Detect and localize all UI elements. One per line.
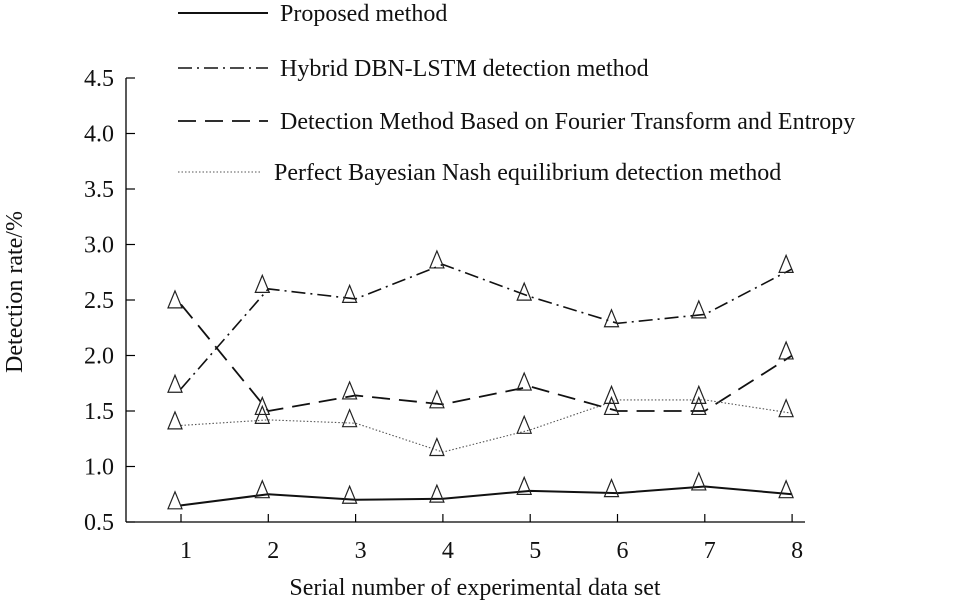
x-tick-label: 3 <box>355 538 367 564</box>
y-tick-label: 4.0 <box>84 122 114 148</box>
data-point-marker <box>254 395 271 416</box>
x-ticks: 1 2 3 4 5 6 7 8 <box>180 514 803 564</box>
legend-item: Detection Method Based on Fourier Transf… <box>178 109 855 135</box>
series-line <box>180 263 793 390</box>
data-point-marker <box>429 483 445 503</box>
data-point-marker <box>690 299 707 319</box>
series-3 <box>167 289 794 416</box>
legend-item: Hybrid DBN-LSTM detection method <box>178 56 649 82</box>
legend-item: Perfect Bayesian Nash equilibrium detect… <box>178 160 781 186</box>
data-point-marker <box>778 479 794 499</box>
legend-label: Perfect Bayesian Nash equilibrium detect… <box>274 160 781 186</box>
data-point-marker <box>341 283 358 303</box>
y-tick-label: 2.5 <box>84 288 114 314</box>
data-point-marker <box>690 395 707 416</box>
data-point-marker <box>254 273 271 293</box>
data-point-marker <box>603 395 620 416</box>
x-tick-label: 6 <box>617 538 629 564</box>
data-point-marker <box>778 398 794 418</box>
data-point-marker <box>516 414 533 434</box>
x-tick-label: 5 <box>529 538 541 564</box>
x-tick-label: 8 <box>791 538 803 564</box>
data-point-marker <box>778 340 794 360</box>
axes: 0.5 1.0 1.5 2.0 2.5 3.0 3.5 4.0 4.5 1 2 3 4 5 6 7 8 <box>84 66 805 564</box>
data-point-marker <box>778 253 794 273</box>
data-point-marker <box>603 478 620 498</box>
y-ticks: 0.5 1.0 1.5 2.0 2.5 3.0 3.5 4.0 4.5 <box>84 66 135 536</box>
data-point-marker <box>516 371 533 391</box>
data-point-marker <box>341 484 358 504</box>
data-point-marker <box>167 490 183 510</box>
x-tick-label: 4 <box>442 538 454 564</box>
data-point-marker <box>603 384 620 404</box>
series-group <box>167 249 794 510</box>
data-point-marker <box>167 373 183 393</box>
data-point-marker <box>167 410 183 430</box>
data-point-marker <box>254 404 271 424</box>
legend-label: Proposed method <box>280 1 447 27</box>
data-point-marker <box>429 249 445 269</box>
legend: Proposed method Hybrid DBN-LSTM detection… <box>178 1 855 186</box>
x-tick-label: 1 <box>180 538 192 564</box>
data-point-marker <box>690 471 707 491</box>
series-1 <box>167 471 794 510</box>
data-point-marker <box>341 380 358 400</box>
x-axis-title: Serial number of experimental data set <box>289 575 661 601</box>
y-tick-label: 2.0 <box>84 344 114 370</box>
data-point-marker <box>341 408 358 428</box>
data-point-marker <box>690 384 707 404</box>
data-point-marker <box>429 436 445 457</box>
series-line <box>180 303 793 412</box>
series-line <box>180 485 793 507</box>
legend-item: Proposed method <box>178 1 447 27</box>
legend-label: Detection Method Based on Fourier Transf… <box>280 109 855 135</box>
legend-label: Hybrid DBN-LSTM detection method <box>280 56 649 82</box>
y-tick-label: 0.5 <box>84 510 114 536</box>
series-4 <box>167 384 794 457</box>
data-point-marker <box>603 308 620 328</box>
series-2 <box>167 249 794 393</box>
data-point-marker <box>167 289 183 309</box>
data-point-marker <box>516 475 533 495</box>
y-tick-label: 3.5 <box>84 177 114 203</box>
data-point-marker <box>254 479 271 499</box>
data-point-marker <box>429 389 445 409</box>
x-tick-label: 7 <box>704 538 716 564</box>
y-tick-label: 4.5 <box>84 66 114 92</box>
y-tick-label: 1.5 <box>84 399 114 425</box>
y-tick-label: 3.0 <box>84 233 114 259</box>
data-point-marker <box>516 281 533 301</box>
x-tick-label: 2 <box>267 538 279 564</box>
series-line <box>180 399 793 453</box>
y-tick-label: 1.0 <box>84 455 114 481</box>
y-axis-title: Detection rate/% <box>2 211 28 373</box>
